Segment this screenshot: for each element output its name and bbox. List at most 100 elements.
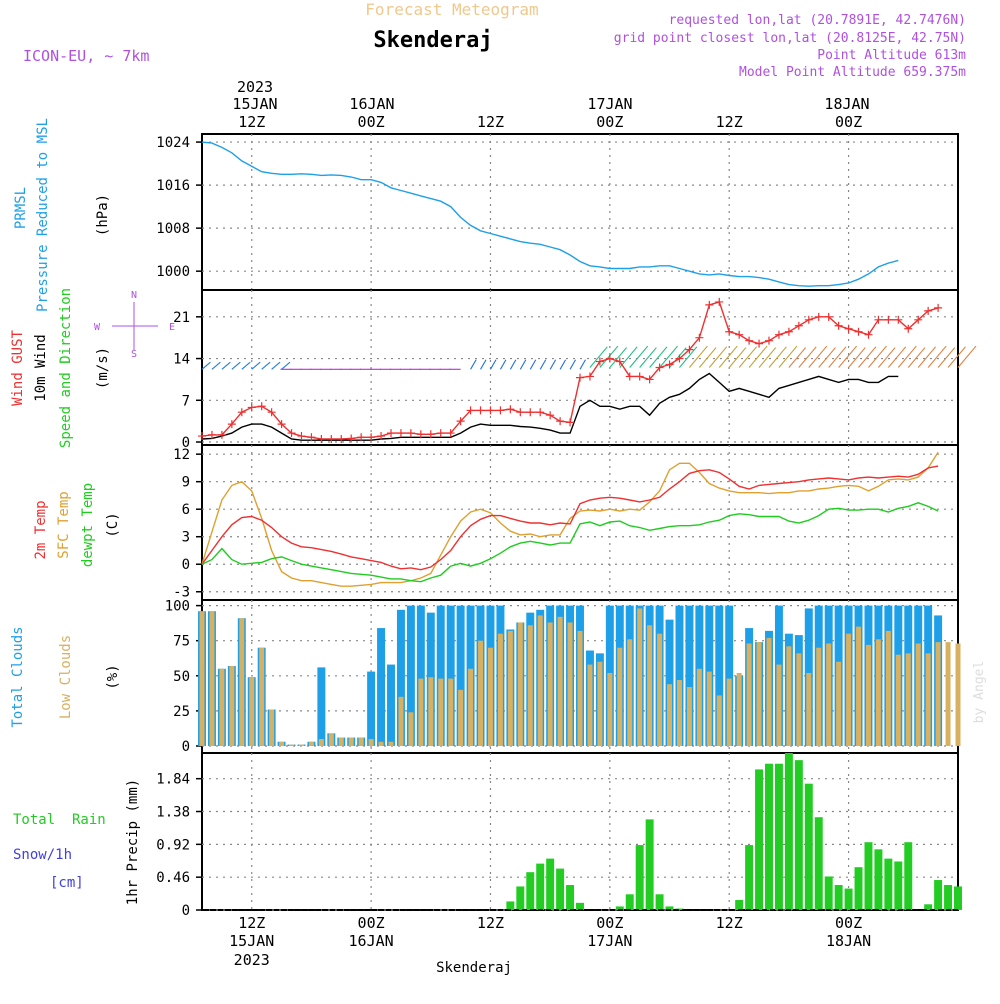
wind-direction-arrow [569, 359, 577, 370]
top-hour-label: 00Z [596, 113, 623, 131]
total-cloud-bar [406, 605, 415, 746]
low-cloud-bar [647, 625, 653, 746]
total-cloud-bar [675, 605, 684, 746]
gust-marker [198, 432, 206, 441]
precip-bar [954, 886, 962, 910]
wind10-label: 10m Wind [33, 334, 49, 401]
wind-direction-arrow [549, 359, 557, 370]
precip-bar [745, 845, 754, 910]
total-cloud-bar [387, 664, 395, 746]
low-cloud-bar [736, 672, 742, 746]
bottom-hour-label: 12Z [238, 914, 265, 932]
gust-marker [257, 402, 266, 411]
low-cloud-bar [945, 642, 951, 746]
compass-n: N [131, 290, 137, 301]
wind-direction-arrow [688, 345, 708, 368]
gust-marker [546, 411, 555, 420]
gust-marker [307, 433, 316, 442]
top-time-axis: 2023 15JAN 16JAN 17JAN 18JAN 12Z 00Z 12Z 00… [232, 78, 869, 131]
gust-marker [615, 357, 624, 366]
gust-marker [287, 429, 296, 438]
low-cloud-bar [766, 637, 772, 746]
low-cloud-bar [826, 643, 832, 746]
wind-direction-arrow [629, 345, 649, 368]
wind-panel-frame [201, 289, 959, 446]
wind-direction-arrow [818, 347, 836, 368]
low-cloud-bar [686, 687, 692, 746]
precip-bar [665, 906, 674, 910]
gust-marker [755, 339, 764, 348]
gust-marker [655, 363, 664, 372]
precip-unit: 1hr Precip (mm) [125, 779, 141, 905]
wind-direction-arrow [519, 359, 527, 370]
gust-marker [914, 315, 923, 324]
low-cloud-bar [229, 665, 235, 746]
wind-direction-arrow [489, 359, 497, 370]
wind-direction-arrow [748, 345, 768, 368]
precip-bar [794, 760, 803, 910]
gust-marker [685, 345, 694, 354]
wind-direction-arrow [868, 345, 887, 368]
total-cloud-bar [377, 628, 386, 746]
gust-marker [585, 372, 594, 381]
credit: by Angel [972, 661, 987, 724]
pressure-labels: PRMSL Pressure Reduced to MSL (hPa) [13, 118, 111, 312]
wind-direction-arrow [211, 361, 221, 370]
low-cloud-bar [696, 668, 702, 746]
precip-tick-label: 0.92 [156, 837, 190, 853]
clouds-tick-label: 50 [173, 669, 190, 685]
wind-tick-label: 21 [173, 310, 190, 326]
low-cloud-bar [318, 738, 324, 746]
wind-tick-label: 7 [182, 393, 190, 409]
gust-marker [347, 434, 356, 443]
precip-bar [615, 906, 624, 910]
wind-direction-arrow [679, 346, 698, 368]
wind-speed-line [201, 372, 899, 441]
bottom-date-label: 18JAN [826, 932, 871, 950]
precip-bar [765, 763, 773, 910]
gust-marker [645, 375, 654, 384]
low-cloud-bar [478, 640, 484, 746]
cloud-unit: (%) [105, 664, 121, 689]
precip-tick-label: 1.84 [156, 772, 190, 788]
precip-bar [854, 867, 863, 910]
wind-direction-arrow [221, 361, 231, 370]
model-altitude: Model Point Altitude 659.375m [739, 65, 966, 80]
low-cloud-bar [597, 661, 603, 746]
compass-w: W [94, 322, 101, 333]
precip-bar [546, 858, 555, 910]
low-cloud-bar [865, 644, 871, 746]
low-cloud-bar [348, 737, 354, 746]
wind-direction-arrow [828, 346, 847, 368]
gust-marker [387, 429, 395, 438]
low-cloud-bar [955, 643, 961, 746]
low-cloud-bar [298, 744, 304, 746]
low-cloud-bar [627, 639, 633, 746]
gust-marker [327, 435, 336, 444]
precip-bar [645, 819, 654, 910]
gust-marker [227, 420, 236, 429]
gust-marker [804, 315, 813, 324]
wind-direction-arrow [907, 347, 926, 368]
top-day-17jan: 17JAN [587, 95, 632, 113]
precip-bar [894, 861, 903, 910]
low-cloud-bar [885, 630, 891, 746]
low-cloud-bar [458, 689, 464, 746]
wind-unit: (m/s) [95, 347, 111, 389]
low-cloud-bar [468, 668, 474, 746]
low-cloud-bar [577, 630, 583, 746]
low-cloud-bar [249, 677, 255, 746]
precip-bar [506, 901, 515, 910]
wind-direction-arrow [897, 345, 917, 368]
compass-e: E [169, 322, 175, 333]
wind-direction-arrow [848, 347, 866, 368]
precip-bar [675, 908, 684, 910]
wind-direction-arrow [649, 346, 668, 368]
low-cloud-bar [617, 647, 623, 746]
gust-marker [566, 418, 575, 427]
precip-bar [625, 894, 634, 910]
low-cloud-bar [269, 709, 275, 746]
total-cloud-bar [396, 609, 405, 746]
gust-marker [715, 297, 724, 306]
gust-marker [705, 300, 714, 309]
